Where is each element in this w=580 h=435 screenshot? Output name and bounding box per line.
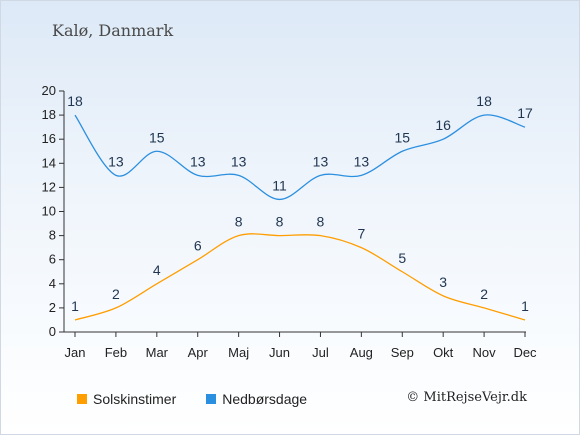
x-tick-label: Jan [65, 345, 86, 360]
y-tick-label: 12 [42, 179, 56, 194]
data-label-sunshine: 4 [153, 262, 161, 278]
y-tick-label: 6 [49, 252, 56, 267]
legend-label-rain-days: Nedbørsdage [222, 391, 308, 407]
y-tick-label: 0 [49, 324, 56, 339]
x-tick-label: Dec [513, 345, 537, 360]
data-label-sunshine: 2 [112, 286, 120, 302]
data-label-rain-days: 17 [517, 105, 533, 121]
data-label-sunshine: 5 [398, 250, 406, 266]
data-label-rain-days: 13 [313, 153, 329, 169]
data-label-rain-days: 16 [435, 117, 451, 133]
y-tick-label: 14 [42, 155, 56, 170]
data-label-rain-days: 13 [231, 153, 247, 169]
legend-item-sunshine: Solskinstimer [77, 391, 176, 407]
data-label-rain-days: 18 [476, 93, 492, 109]
y-tick-label: 20 [42, 83, 56, 98]
data-label-rain-days: 15 [394, 129, 410, 145]
data-label-sunshine: 7 [357, 226, 365, 242]
x-tick-label: Nov [473, 345, 497, 360]
series-line-rain-days [74, 114, 526, 201]
data-label-sunshine: 8 [235, 214, 243, 230]
y-tick-label: 8 [49, 228, 56, 243]
y-tick-label: 4 [49, 276, 56, 291]
legend-label-sunshine: Solskinstimer [93, 391, 177, 407]
legend: Solskinstimer Nedbørsdage [77, 391, 307, 407]
x-tick-label: Apr [188, 345, 209, 360]
x-tick-label: Sep [391, 345, 414, 360]
series-line-sunshine [74, 233, 526, 321]
chart-title: Kalø, Danmark [52, 21, 174, 40]
y-tick-label: 18 [42, 107, 56, 122]
x-tick-label: Feb [105, 345, 127, 360]
data-label-sunshine: 2 [480, 286, 488, 302]
data-label-sunshine: 8 [317, 214, 325, 230]
data-label-sunshine: 1 [521, 298, 529, 314]
legend-swatch-rain-days [206, 394, 217, 404]
legend-item-rain-days: Nedbørsdage [206, 391, 307, 407]
x-tick-label: Jul [312, 345, 329, 360]
data-label-rain-days: 13 [354, 153, 370, 169]
data-label-rain-days: 13 [108, 153, 124, 169]
x-tick-label: Okt [433, 345, 454, 360]
data-label-sunshine: 6 [194, 238, 202, 254]
x-tick-label: Maj [228, 345, 249, 360]
data-label-sunshine: 3 [439, 274, 447, 290]
y-tick-label: 2 [49, 300, 56, 315]
data-label-sunshine: 8 [276, 214, 284, 230]
data-label-rain-days: 15 [149, 129, 165, 145]
x-tick-label: Jun [269, 345, 290, 360]
copyright-text: © MitRejseVejr.dk [406, 390, 527, 405]
data-label-rain-days: 18 [67, 93, 83, 109]
y-tick-label: 16 [42, 131, 56, 146]
legend-swatch-sunshine [77, 394, 87, 404]
y-tick-label: 10 [42, 204, 56, 219]
x-tick-label: Mar [146, 345, 169, 360]
data-label-sunshine: 1 [71, 298, 79, 314]
data-label-rain-days: 11 [272, 177, 287, 193]
x-tick-label: Aug [350, 345, 373, 360]
data-label-rain-days: 13 [190, 153, 206, 169]
